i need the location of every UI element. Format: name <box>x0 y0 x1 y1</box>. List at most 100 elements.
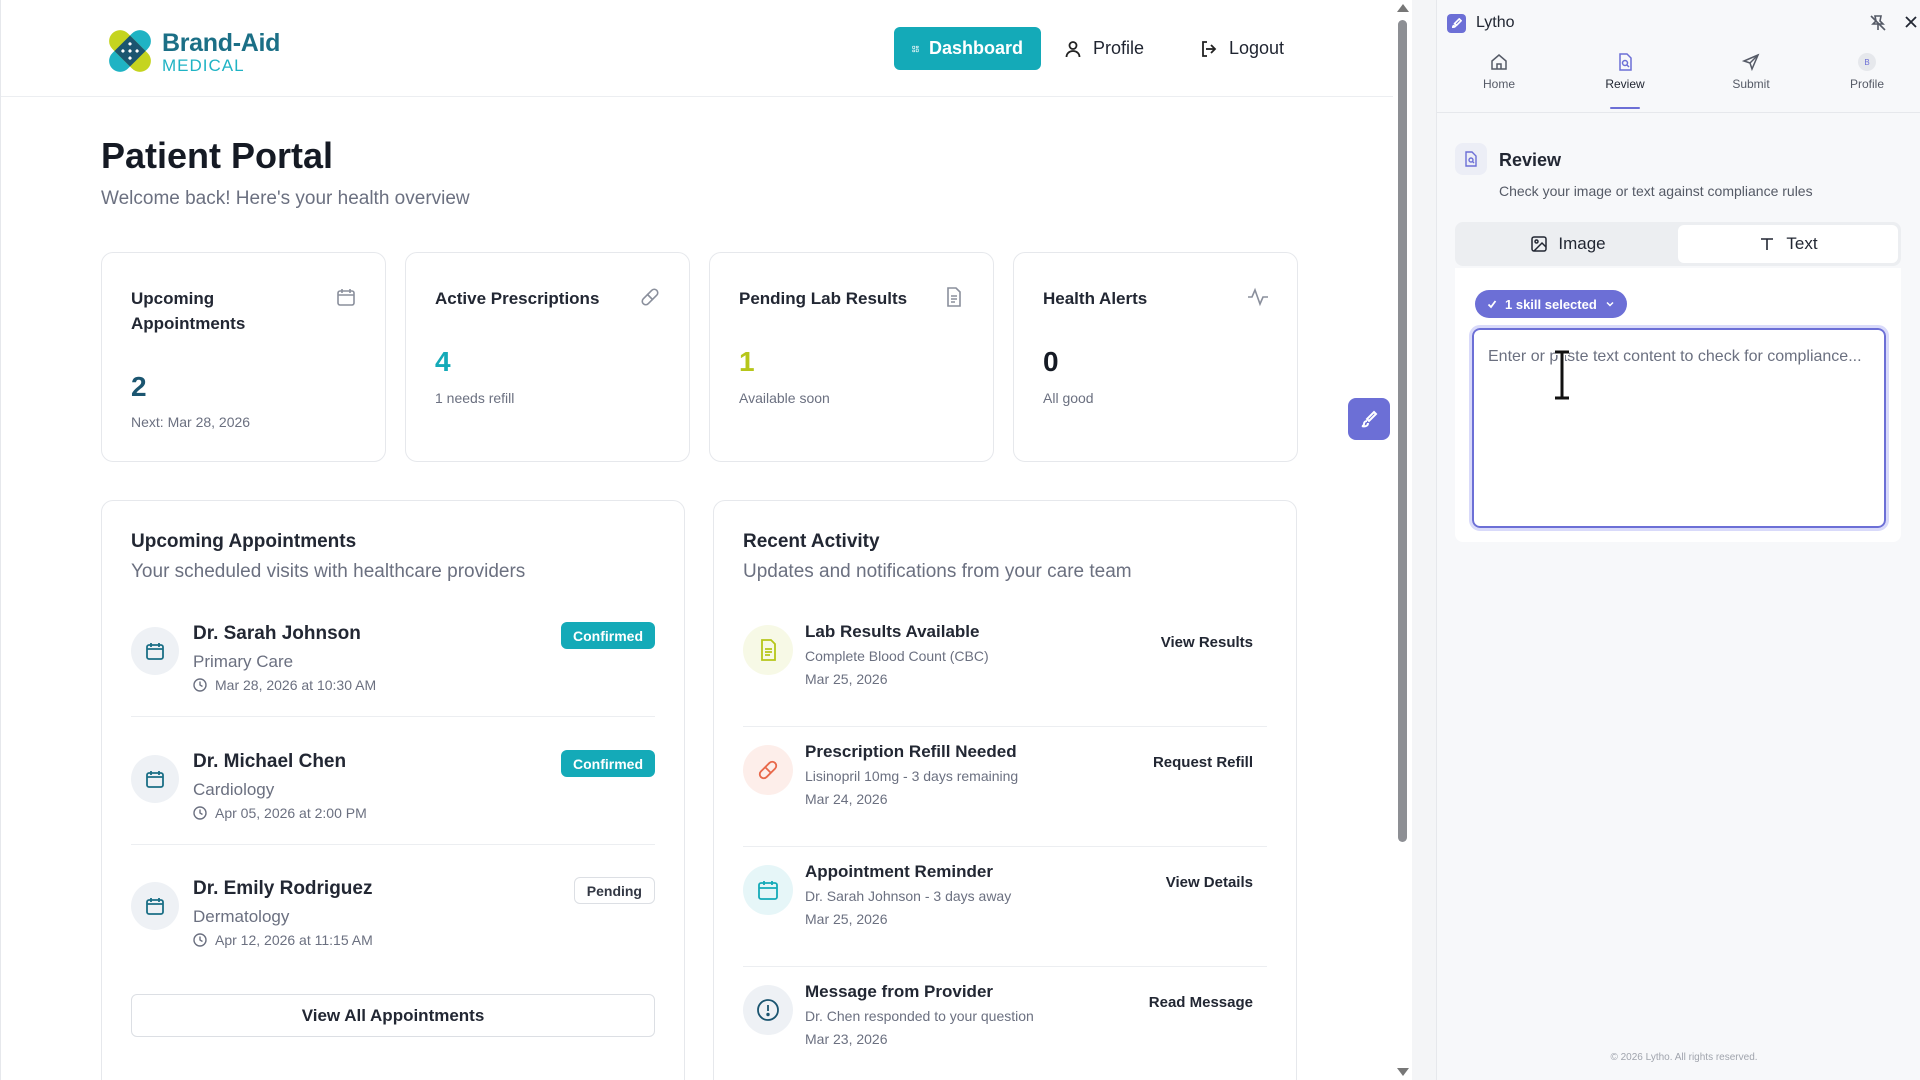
stat-card-lab-results: Pending Lab Results 1 Available soon <box>709 252 994 462</box>
nav-profile-label: Profile <box>1093 38 1145 58</box>
nav-dashboard-button[interactable]: Dashboard <box>894 27 1041 70</box>
send-icon <box>1742 53 1760 71</box>
request-refill-link[interactable]: Request Refill <box>1152 754 1253 771</box>
document-icon <box>761 639 776 661</box>
stat-note: Next: Mar 28, 2026 <box>131 414 251 430</box>
doctor-name: Dr. Emily Rodriguez <box>193 878 373 899</box>
activity-date: Mar 25, 2026 <box>805 671 888 687</box>
stat-title: Active Prescriptions <box>435 289 600 308</box>
mode-image-button[interactable]: Image <box>1458 225 1678 263</box>
clock-icon <box>193 806 207 820</box>
lytho-brush-icon <box>1361 410 1378 428</box>
stat-note: All good <box>1043 390 1094 406</box>
tab-submit[interactable]: Submit <box>1711 53 1791 109</box>
view-results-link[interactable]: View Results <box>1160 634 1253 651</box>
status-badge: Pending <box>573 877 655 904</box>
tab-home[interactable]: Home <box>1459 53 1539 109</box>
appointment-icon-wrap <box>131 755 179 803</box>
appointment-time: Mar 28, 2026 at 10:30 AM <box>193 677 376 693</box>
pill-icon <box>641 288 659 306</box>
compliance-text-input[interactable] <box>1469 325 1889 531</box>
active-tab-indicator <box>1610 107 1640 109</box>
side-panel-header: Lytho <box>1437 0 1920 45</box>
appointment-item[interactable]: Dr. Michael Chen Cardiology Apr 05, 2026… <box>131 735 655 845</box>
check-icon <box>1487 300 1497 309</box>
tab-profile-label: Profile <box>1849 77 1884 91</box>
brand-subtitle: MEDICAL <box>162 56 245 75</box>
close-icon[interactable] <box>1903 14 1919 30</box>
calendar-icon <box>146 771 164 788</box>
stat-card-prescriptions: Active Prescriptions 4 1 needs refill <box>405 252 690 462</box>
tab-review-label: Review <box>1605 77 1645 91</box>
lytho-launcher-button[interactable] <box>1348 398 1390 440</box>
view-details-link[interactable]: View Details <box>1165 874 1253 891</box>
read-message-link[interactable]: Read Message <box>1148 994 1253 1011</box>
patient-portal: Brand-Aid MEDICAL Dashboard Profile Logo… <box>0 0 1394 1080</box>
lytho-panel-body: Lytho Home Review Submit B Profile <box>1436 0 1920 1080</box>
scroll-down-arrow-icon[interactable] <box>1397 1068 1409 1076</box>
appointment-time-text: Apr 05, 2026 at 2:00 PM <box>215 805 367 821</box>
tab-home-label: Home <box>1482 77 1515 91</box>
text-icon <box>1761 238 1774 250</box>
status-badge: Confirmed <box>561 750 655 777</box>
page-title: Patient Portal <box>101 135 334 176</box>
appointment-icon-wrap <box>131 627 179 675</box>
nav-logout-button[interactable]: Logout <box>1181 27 1302 70</box>
scroll-up-arrow-icon[interactable] <box>1397 4 1409 12</box>
recent-activity-panel: Recent Activity Updates and notification… <box>713 500 1297 1080</box>
skill-selector-chip[interactable]: 1 skill selected <box>1475 290 1627 318</box>
stat-title: Health Alerts <box>1043 289 1148 308</box>
activity-date: Mar 24, 2026 <box>805 791 888 807</box>
activity-icon <box>1248 287 1268 307</box>
stat-title: Upcoming Appointments <box>131 289 246 333</box>
calendar-icon <box>758 881 778 900</box>
image-icon <box>1531 236 1548 252</box>
clock-icon <box>193 933 207 947</box>
page-subtitle: Welcome back! Here's your health overvie… <box>101 188 470 209</box>
unpin-icon[interactable] <box>1869 14 1887 32</box>
appointments-panel: Upcoming Appointments Your scheduled vis… <box>101 500 685 1080</box>
calendar-icon <box>146 898 164 915</box>
appointment-item[interactable]: Dr. Emily Rodriguez Dermatology Apr 12, … <box>131 862 655 972</box>
doctor-specialty: Cardiology <box>193 780 275 799</box>
mode-text-label: Text <box>1786 234 1818 253</box>
panel-subtitle: Your scheduled visits with healthcare pr… <box>131 561 526 582</box>
scroll-thumb[interactable] <box>1398 20 1407 842</box>
clock-icon <box>193 678 207 692</box>
stat-value: 2 <box>131 371 147 402</box>
review-doc-icon <box>1619 53 1632 71</box>
document-icon <box>947 287 961 307</box>
text-review-composer: 1 skill selected <box>1455 268 1901 542</box>
alert-circle-icon <box>757 999 779 1021</box>
tab-profile[interactable]: B Profile <box>1827 53 1907 109</box>
brand-logo[interactable]: Brand-Aid MEDICAL <box>105 26 295 78</box>
user-icon <box>1065 40 1081 57</box>
nav-profile-button[interactable]: Profile <box>1045 27 1162 70</box>
activity-item: Appointment Reminder Dr. Sarah Johnson -… <box>743 847 1267 967</box>
panel-title: Upcoming Appointments <box>131 531 357 552</box>
tab-submit-label: Submit <box>1732 77 1770 91</box>
activity-icon-wrap <box>743 745 793 795</box>
page-scrollbar[interactable] <box>1393 0 1412 1080</box>
side-panel-tabs: Home Review Submit B Profile <box>1437 45 1920 113</box>
mode-text-button[interactable]: Text <box>1678 225 1898 263</box>
view-all-appointments-button[interactable]: View All Appointments <box>131 994 655 1037</box>
appointment-item[interactable]: Dr. Sarah Johnson Primary Care Mar 28, 2… <box>131 607 655 717</box>
activity-desc: Lisinopril 10mg - 3 days remaining <box>805 768 1019 784</box>
activity-icon-wrap <box>743 865 793 915</box>
tab-review[interactable]: Review <box>1585 53 1665 109</box>
top-navigation: Brand-Aid MEDICAL Dashboard Profile Logo… <box>1 0 1394 97</box>
appointment-time: Apr 12, 2026 at 11:15 AM <box>193 932 373 948</box>
activity-date: Mar 23, 2026 <box>805 1031 888 1047</box>
activity-icon-wrap <box>743 625 793 675</box>
stat-note: 1 needs refill <box>435 390 515 406</box>
dashboard-grid-icon <box>912 45 919 52</box>
activity-title: Lab Results Available <box>805 622 980 641</box>
appointment-time: Apr 05, 2026 at 2:00 PM <box>193 805 367 821</box>
activity-desc: Dr. Sarah Johnson - 3 days away <box>805 888 1012 904</box>
activity-title: Message from Provider <box>805 982 994 1001</box>
pill-icon <box>758 760 778 780</box>
activity-item: Prescription Refill Needed Lisinopril 10… <box>743 727 1267 847</box>
activity-desc: Dr. Chen responded to your question <box>805 1008 1034 1024</box>
chevron-down-icon <box>1606 301 1614 307</box>
